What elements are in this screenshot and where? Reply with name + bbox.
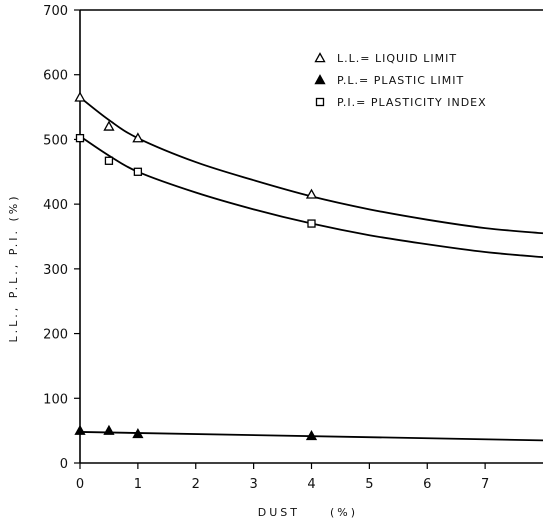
legend-marker-0 (314, 52, 326, 63)
legend-marker-1 (314, 74, 326, 85)
series-0-point (132, 132, 144, 143)
series-2-point (307, 219, 316, 228)
y-tick-label: 300 (43, 263, 68, 278)
x-tick-label: 6 (423, 477, 431, 492)
series-1-point (103, 424, 115, 435)
x-tick-label: 5 (365, 477, 373, 492)
x-axis-unit: (%) (330, 506, 358, 519)
y-axis-label: L.L., P.L., P.I. (%) (7, 194, 20, 343)
series-2-trend-line (79, 135, 543, 259)
series-1-point (305, 429, 318, 441)
y-tick-label: 700 (43, 4, 68, 19)
y-tick-label: 600 (43, 69, 68, 84)
series-2-point (104, 156, 114, 165)
legend: L.L.= LIQUID LIMIT P.L.= PLASTIC LIMIT P.I… (314, 52, 487, 109)
series-2-point (75, 133, 85, 143)
series-0-trend-line (79, 96, 543, 235)
legend-marker-2 (315, 97, 325, 107)
x-tick-label: 2 (192, 477, 200, 492)
series-0-point (305, 188, 318, 199)
legend-label-1: P.L.= PLASTIC LIMIT (337, 74, 464, 87)
x-axis-label: DUST (258, 506, 300, 519)
trend-lines (79, 96, 543, 442)
y-tick-label: 400 (43, 198, 68, 213)
series-1-point (74, 424, 86, 435)
y-tick-label: 500 (43, 133, 68, 148)
legend-label-2: P.I.= PLASTICITY INDEX (337, 96, 487, 109)
series-0-point (74, 91, 86, 102)
axes-group: 0 100 200 300 400 500 600 700 0 1 2 3 4 5 6 7 (43, 4, 543, 492)
x-tick-label: 7 (481, 477, 489, 492)
data-markers (74, 91, 318, 441)
y-tick-label: 0 (60, 457, 68, 472)
y-tick-label: 100 (43, 392, 68, 407)
y-tick-label: 200 (43, 328, 68, 343)
series-1-point (132, 428, 144, 439)
series-2-point (133, 167, 143, 176)
x-tick-label: 3 (249, 477, 257, 492)
x-tick-label: 1 (134, 477, 142, 492)
series-0-point (103, 120, 115, 131)
x-tick-label: 4 (307, 477, 315, 492)
legend-label-0: L.L.= LIQUID LIMIT (337, 52, 457, 65)
x-tick-label: 0 (76, 477, 84, 492)
